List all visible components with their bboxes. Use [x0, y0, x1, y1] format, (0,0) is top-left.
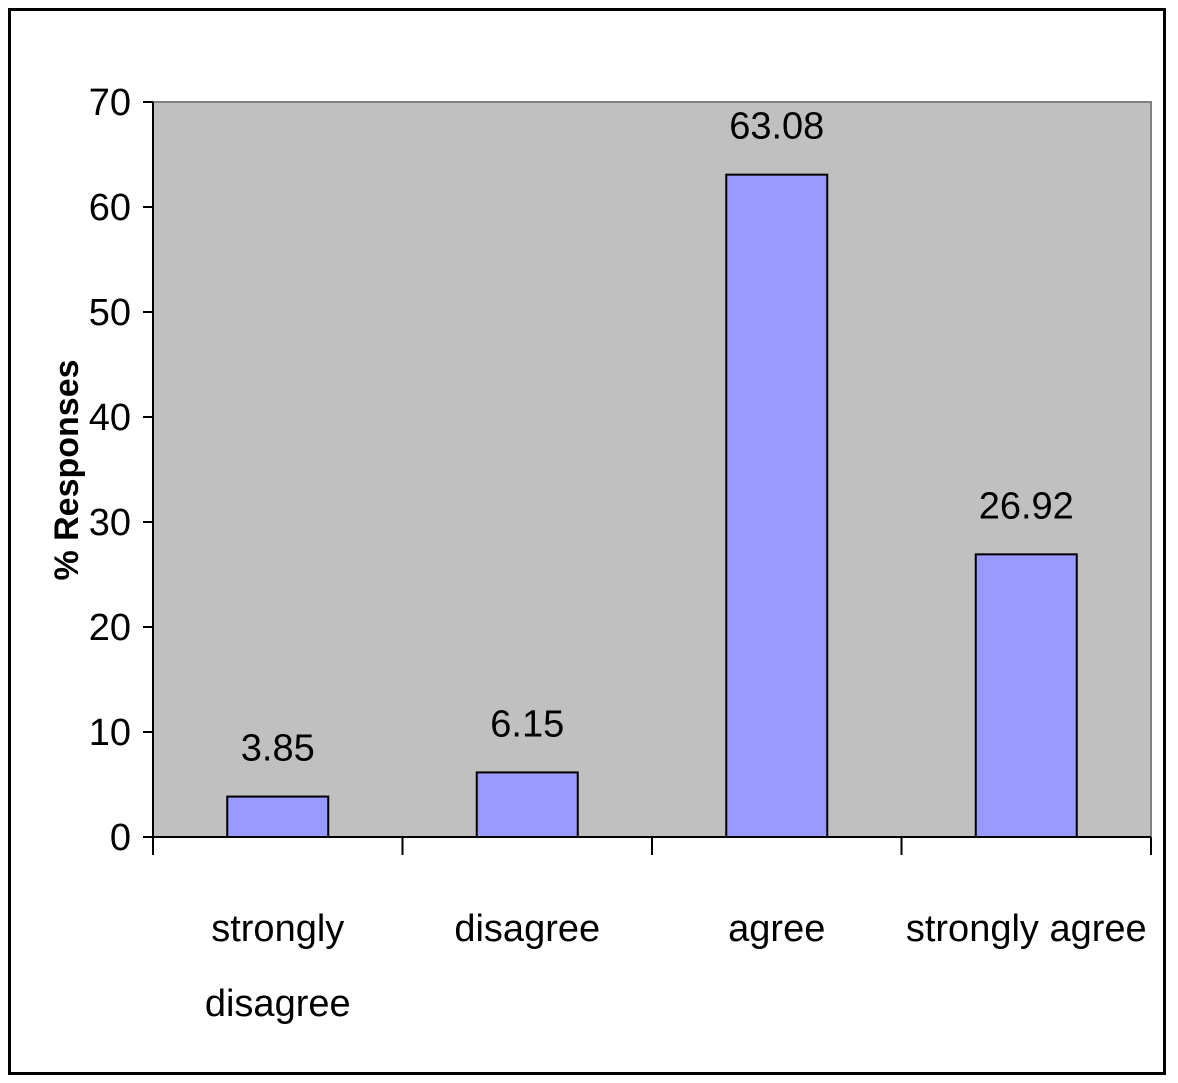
y-tick-label: 50 — [89, 292, 131, 334]
bars — [226, 173, 1078, 839]
data-label: 26.92 — [979, 485, 1074, 527]
data-label: 63.08 — [729, 106, 824, 148]
x-category-label: agree — [728, 908, 825, 950]
data-labels: 3.85 6.15 63.08 26.92 — [241, 106, 1074, 770]
data-label: 3.85 — [241, 728, 315, 770]
y-tick-label: 70 — [89, 82, 131, 124]
y-tick-label: 10 — [89, 712, 131, 754]
x-category-label: strongly — [211, 908, 344, 950]
y-axis: 0 10 20 30 40 50 60 70 — [89, 82, 154, 859]
bar-strongly-agree — [974, 553, 1078, 839]
y-axis-title: % Responses — [48, 359, 86, 580]
x-category-label: disagree — [205, 983, 351, 1025]
x-category-label: strongly agree — [906, 908, 1147, 950]
y-tick-label: 40 — [89, 397, 131, 439]
y-tick-label: 0 — [110, 817, 131, 859]
bar-agree — [725, 173, 829, 839]
x-category-label: disagree — [454, 908, 600, 950]
y-tick-label: 30 — [89, 502, 131, 544]
data-label: 6.15 — [490, 703, 564, 745]
bar-disagree — [475, 771, 579, 838]
y-tick-label: 20 — [89, 607, 131, 649]
x-axis: strongly disagree disagree agree strongly ag… — [152, 836, 1152, 1025]
bar-strongly-disagree — [226, 795, 330, 839]
y-tick-label: 60 — [89, 187, 131, 229]
